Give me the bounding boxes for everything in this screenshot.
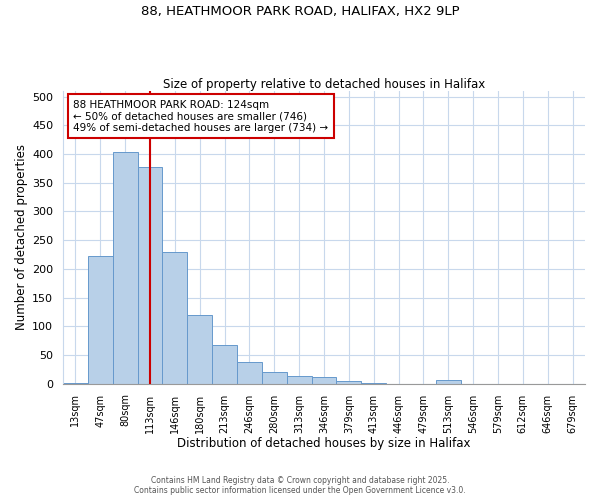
Bar — [137, 167, 163, 384]
Bar — [63, 382, 88, 384]
Text: 88, HEATHMOOR PARK ROAD, HALIFAX, HX2 9LP: 88, HEATHMOOR PARK ROAD, HALIFAX, HX2 9L… — [140, 5, 460, 18]
Bar — [262, 372, 287, 384]
Bar — [311, 377, 337, 384]
Text: Contains HM Land Registry data © Crown copyright and database right 2025.
Contai: Contains HM Land Registry data © Crown c… — [134, 476, 466, 495]
Bar — [237, 362, 262, 384]
X-axis label: Distribution of detached houses by size in Halifax: Distribution of detached houses by size … — [177, 437, 471, 450]
Bar — [287, 376, 311, 384]
Bar — [337, 381, 361, 384]
Text: 88 HEATHMOOR PARK ROAD: 124sqm
← 50% of detached houses are smaller (746)
49% of: 88 HEATHMOOR PARK ROAD: 124sqm ← 50% of … — [73, 100, 329, 133]
Bar — [212, 345, 237, 384]
Bar — [436, 380, 461, 384]
Title: Size of property relative to detached houses in Halifax: Size of property relative to detached ho… — [163, 78, 485, 91]
Bar — [361, 382, 386, 384]
Y-axis label: Number of detached properties: Number of detached properties — [15, 144, 28, 330]
Bar — [88, 256, 113, 384]
Bar — [187, 316, 212, 384]
Bar — [113, 152, 137, 384]
Bar — [163, 252, 187, 384]
